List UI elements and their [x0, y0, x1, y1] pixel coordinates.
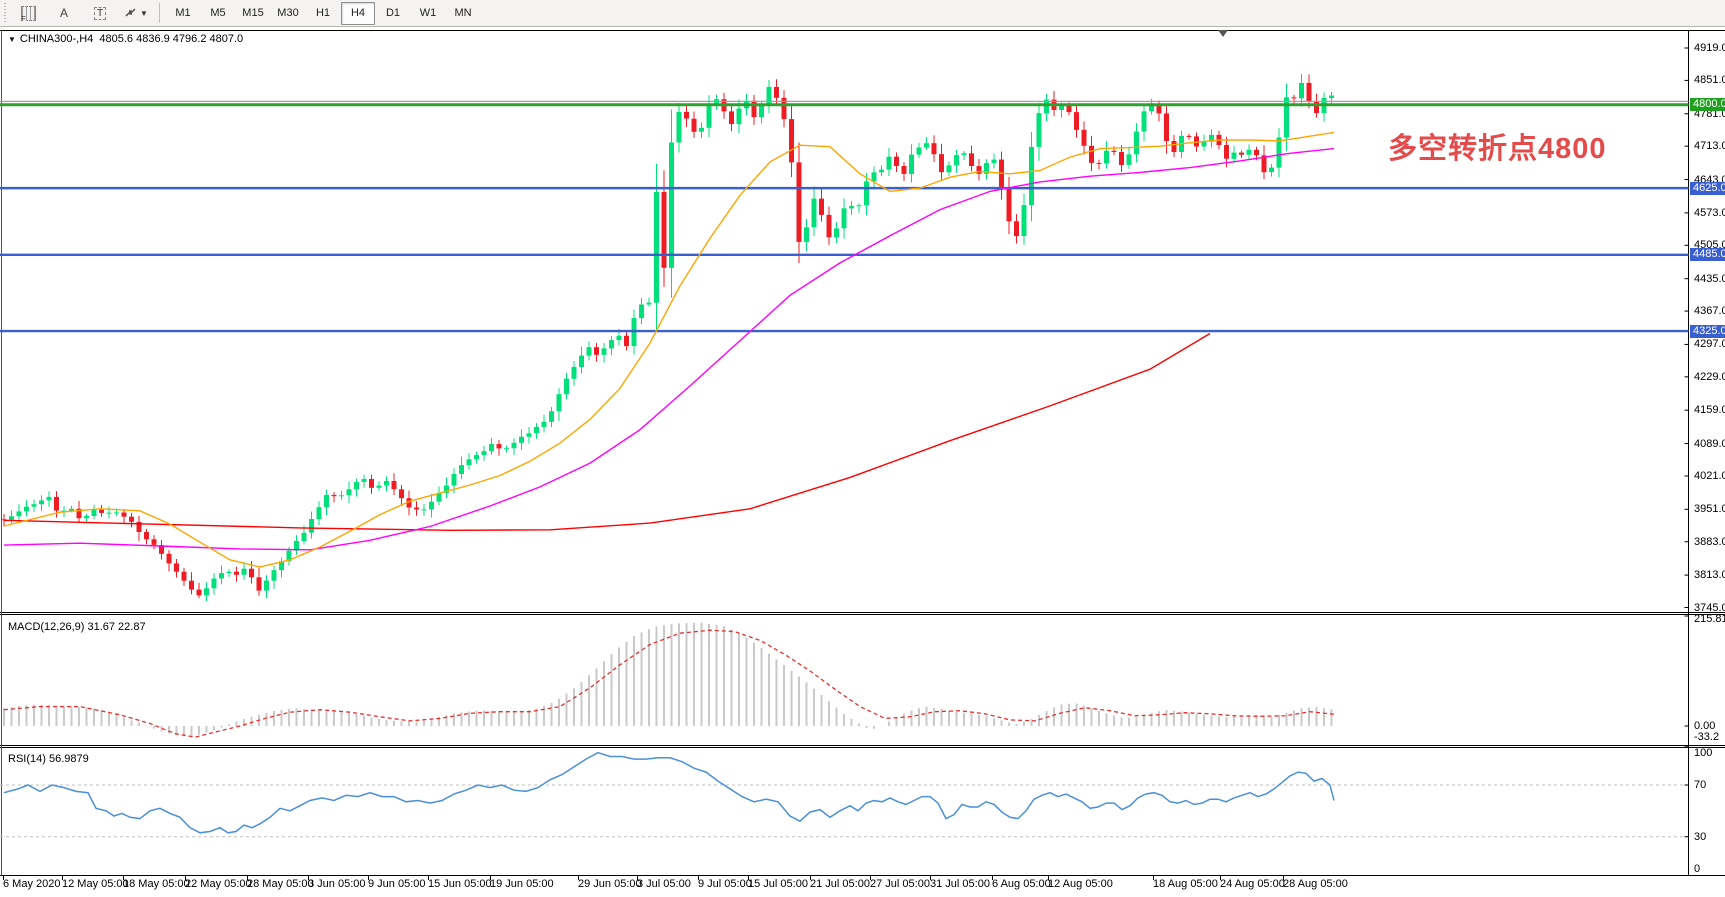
- grid-icon: F: [20, 5, 36, 23]
- time-tick-label: 31 Jul 05:00: [930, 878, 990, 890]
- price-level-badge-4625.0: 4625.0: [1690, 181, 1725, 195]
- time-tick-label: 3 Jul 05:00: [637, 878, 691, 890]
- timeframe-w1-button[interactable]: W1: [419, 7, 437, 19]
- price-tick-label: 4089.0: [1694, 437, 1725, 450]
- macd-indicator-label: MACD(12,26,9) 31.67 22.87: [8, 621, 146, 633]
- time-tick-label: 12 Aug 05:00: [1048, 878, 1113, 890]
- price-level-badge-4800.0: 4800.0: [1690, 98, 1725, 112]
- timeframe-mn-button[interactable]: MN: [454, 7, 472, 19]
- time-tick-label: 15 Jul 05:00: [748, 878, 808, 890]
- time-tick-label: 19 Jun 05:00: [490, 878, 554, 890]
- time-tick-label: 15 Jun 05:00: [428, 878, 492, 890]
- timeframe-m15-button[interactable]: M15: [242, 7, 264, 19]
- macd-tick-label: 215.81: [1694, 613, 1725, 625]
- rsi-tick-label: 0: [1694, 862, 1701, 875]
- rsi-tick-label: 70: [1694, 778, 1707, 791]
- price-tick-label: 4297.0: [1694, 338, 1725, 351]
- timeframe-h1-button[interactable]: H1: [315, 7, 331, 19]
- time-tick-label: 21 Jul 05:00: [810, 878, 870, 890]
- time-tick-label: 6 Aug 05:00: [992, 878, 1051, 890]
- timeframe-buttons: M1 M5 M15 M30 H1 H4 D1 W1 MN: [166, 1, 480, 25]
- macd-tick-label: 0.00: [1694, 720, 1716, 732]
- timeframe-m1-button[interactable]: M1: [175, 7, 191, 19]
- time-tick-label: 29 Jun 05:00: [578, 878, 642, 890]
- text-box-button[interactable]: T: [83, 2, 117, 25]
- text-t-icon: T: [93, 6, 107, 20]
- price-tick-label: 4919.0: [1694, 42, 1725, 54]
- time-tick-label: 6 May 2020: [3, 878, 61, 890]
- price-tick-label: 4505.0: [1694, 239, 1725, 252]
- price-level-badge-4485.0: 4485.0: [1690, 248, 1725, 262]
- price-level-badge-4325.0: 4325.0: [1690, 324, 1725, 338]
- price-tick-label: 4229.0: [1694, 370, 1725, 383]
- chart-window[interactable]: ▼ CHINA300-,H4 4805.6 4836.9 4796.2 4807.…: [0, 27, 1725, 897]
- time-tick-label: 28 May 05:00: [247, 878, 314, 890]
- time-tick-label: 9 Jul 05:00: [698, 878, 752, 890]
- toolbar-separator: [159, 3, 160, 23]
- price-tick-label: 4573.0: [1694, 206, 1725, 219]
- symbol-dropdown-icon[interactable]: ▼: [8, 35, 16, 44]
- timeframe-d1-button[interactable]: D1: [385, 7, 401, 19]
- price-tick-label: 4851.0: [1694, 74, 1725, 87]
- chart-title: ▼ CHINA300-,H4 4805.6 4836.9 4796.2 4807.…: [8, 33, 243, 45]
- grid-toggle-button[interactable]: F: [11, 2, 45, 25]
- price-tick-label: 3813.0: [1694, 569, 1725, 582]
- macd-tick-label: -33.2: [1694, 731, 1720, 743]
- chart-shift-marker[interactable]: [1218, 30, 1228, 37]
- timeframe-m30-button[interactable]: M30: [277, 7, 299, 19]
- chart-title-ohlc: 4805.6 4836.9 4796.2 4807.0: [99, 33, 244, 45]
- text-a-icon: A: [59, 6, 68, 20]
- price-tick-label: 3745.0: [1694, 601, 1725, 614]
- time-tick-label: 9 Jun 05:00: [368, 878, 426, 890]
- rsi-tick-label: 100: [1694, 747, 1713, 760]
- price-tick-label: 3951.0: [1694, 503, 1725, 516]
- chart-title-symbol: CHINA300-,H4: [19, 33, 94, 45]
- time-tick-label: 28 Aug 05:00: [1283, 878, 1348, 890]
- text-label-button[interactable]: A: [47, 2, 81, 25]
- chevron-down-icon: ▼: [140, 8, 148, 18]
- price-chart-canvas[interactable]: [0, 27, 1725, 897]
- rsi-indicator-label: RSI(14) 56.9879: [8, 753, 89, 765]
- price-tick-label: 3883.0: [1694, 535, 1725, 548]
- time-tick-label: 18 May 05:00: [123, 878, 190, 890]
- toolbar-gripper[interactable]: [2, 3, 9, 23]
- price-tick-label: 4159.0: [1694, 404, 1725, 417]
- time-tick-label: 18 Aug 05:00: [1153, 878, 1218, 890]
- time-tick-label: 24 Aug 05:00: [1220, 878, 1285, 890]
- price-tick-label: 4367.0: [1694, 305, 1725, 318]
- price-tick-label: 4021.0: [1694, 469, 1725, 482]
- price-tick-label: 4435.0: [1694, 272, 1725, 285]
- timeframe-m5-button[interactable]: M5: [210, 7, 226, 19]
- toolbar: F A T ▼ M1 M5 M15 M30 H1 H4 D1 W1 MN: [0, 0, 1725, 27]
- rsi-tick-label: 30: [1694, 830, 1707, 843]
- arrows-icon: [125, 8, 136, 17]
- time-tick-label: 22 May 05:00: [185, 878, 252, 890]
- price-tick-label: 4713.0: [1694, 140, 1725, 153]
- time-tick-label: 3 Jun 05:00: [308, 878, 366, 890]
- timeframe-h4-button[interactable]: H4: [341, 1, 375, 25]
- time-tick-label: 27 Jul 05:00: [870, 878, 930, 890]
- time-tick-label: 12 May 05:00: [62, 878, 129, 890]
- chart-text-annotation[interactable]: 多空转折点4800: [1388, 133, 1607, 165]
- objects-button[interactable]: ▼: [119, 2, 153, 25]
